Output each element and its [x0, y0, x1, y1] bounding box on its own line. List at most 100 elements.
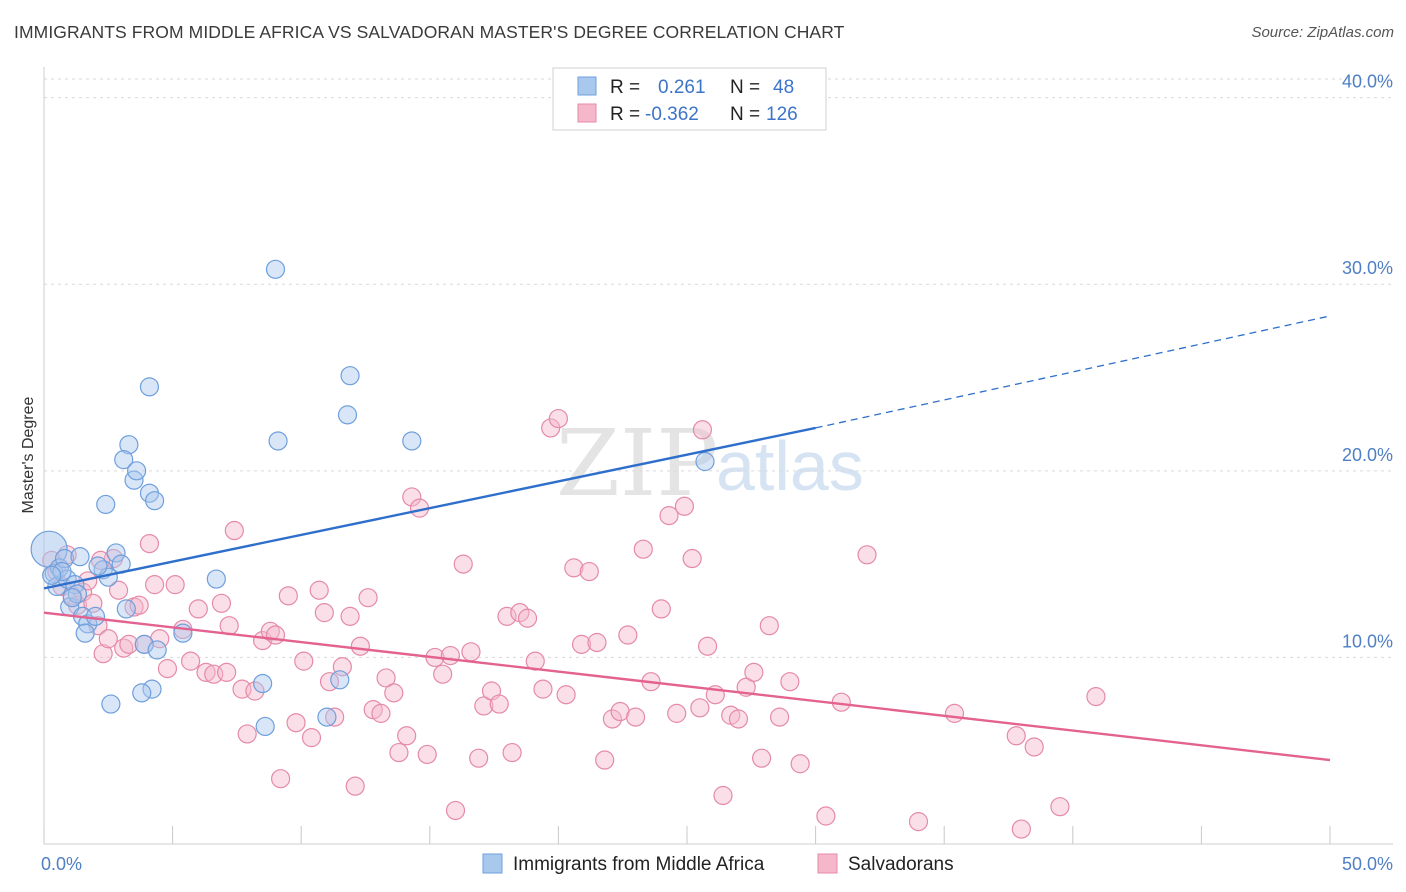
- data-point: [325, 707, 345, 727]
- data-point: [769, 707, 790, 727]
- x-tick-label: 50.0%: [1342, 854, 1393, 874]
- chart-source: Source: ZipAtlas.com: [1251, 24, 1394, 41]
- data-point: [114, 450, 134, 470]
- data-point: [132, 683, 152, 703]
- data-point: [42, 565, 62, 585]
- data-point: [196, 662, 216, 682]
- series-legend: Immigrants from Middle Africa Salvadoran…: [482, 853, 954, 875]
- data-point: [371, 703, 391, 723]
- y-tick-labels: 10.0% 20.0% 30.0% 40.0%: [1342, 72, 1393, 652]
- grid-lines: [44, 78, 1393, 658]
- data-point: [358, 588, 378, 608]
- data-point: [517, 608, 538, 628]
- data-point: [67, 584, 88, 604]
- data-point: [314, 603, 334, 623]
- data-point: [944, 703, 965, 723]
- data-point: [667, 703, 687, 723]
- data-point: [75, 623, 95, 643]
- trend-lines: [43, 315, 1331, 762]
- y-axis-label: Master's Degree: [20, 396, 37, 513]
- x-tick-labels: 0.0% 50.0%: [41, 854, 1393, 874]
- legend-n-label-1: N =: [730, 77, 760, 98]
- data-point: [816, 806, 836, 826]
- data-point: [440, 645, 460, 666]
- data-point: [502, 742, 522, 763]
- data-point: [271, 769, 291, 789]
- data-point: [445, 800, 466, 821]
- data-point: [402, 487, 422, 507]
- data-point: [340, 606, 360, 626]
- data-point: [1011, 819, 1031, 839]
- trend-line: [43, 426, 816, 590]
- data-point: [857, 545, 877, 565]
- data-point: [126, 461, 147, 481]
- legend-swatch-blue: [577, 76, 597, 96]
- data-point: [345, 776, 365, 796]
- data-point: [397, 726, 417, 746]
- data-point: [188, 599, 208, 619]
- correlation-legend: R = 0.261 N = 48 R = -0.362 N = 126: [552, 67, 827, 131]
- data-point: [595, 750, 615, 770]
- data-point: [618, 625, 638, 645]
- data-point: [144, 575, 165, 595]
- data-point: [265, 625, 286, 645]
- data-point: [114, 638, 134, 658]
- data-point: [651, 599, 671, 619]
- data-point: [294, 651, 314, 671]
- bottom-legend-swatch-blue: [482, 853, 503, 874]
- legend-r-label-1: R =: [610, 77, 640, 98]
- data-point: [744, 662, 764, 682]
- data-point: [337, 405, 358, 425]
- data-point: [690, 698, 710, 718]
- data-point: [453, 554, 473, 574]
- data-point: [96, 494, 116, 515]
- data-point: [245, 681, 265, 701]
- y-tick-label: 20.0%: [1342, 445, 1393, 465]
- data-point: [139, 533, 160, 554]
- data-point: [265, 259, 286, 279]
- data-point: [101, 694, 121, 714]
- data-point: [461, 642, 481, 662]
- data-point: [674, 496, 695, 516]
- legend-n-label-2: N =: [730, 104, 760, 125]
- trend-line-extension: [815, 315, 1331, 429]
- data-point: [489, 694, 509, 714]
- data-point: [1086, 686, 1106, 707]
- data-point: [119, 435, 139, 455]
- data-point: [147, 640, 167, 660]
- data-point: [417, 744, 437, 765]
- data-point: [142, 679, 162, 699]
- data-point: [571, 634, 592, 654]
- data-point: [1006, 726, 1026, 746]
- data-point: [633, 539, 653, 559]
- legend-swatch-pink: [577, 103, 597, 123]
- watermark-zip: ZIP: [556, 410, 718, 517]
- data-point: [695, 451, 715, 472]
- data-point: [1050, 797, 1070, 817]
- data-point: [217, 662, 237, 682]
- data-point: [119, 634, 139, 654]
- data-point: [759, 616, 779, 636]
- data-point: [548, 408, 569, 429]
- data-point: [255, 716, 275, 737]
- data-point: [751, 748, 772, 768]
- data-point: [98, 629, 118, 649]
- data-point: [139, 377, 160, 397]
- data-point: [433, 664, 453, 684]
- data-point: [253, 673, 273, 694]
- data-point: [1024, 737, 1044, 757]
- y-tick-label: 40.0%: [1342, 72, 1393, 92]
- legend-r-value-2: -0.362: [645, 104, 699, 125]
- chart-title: IMMIGRANTS FROM MIDDLE AFRICA VS SALVADO…: [14, 22, 845, 42]
- data-point: [93, 644, 113, 664]
- x-tick-label: 0.0%: [41, 854, 82, 874]
- trend-line: [43, 611, 1331, 762]
- data-point: [340, 366, 360, 386]
- data-point: [587, 632, 607, 653]
- data-point: [790, 754, 810, 774]
- data-point: [564, 558, 584, 578]
- legend-r-label-2: R =: [610, 104, 640, 125]
- y-tick-label: 30.0%: [1342, 258, 1393, 278]
- data-point: [556, 685, 576, 705]
